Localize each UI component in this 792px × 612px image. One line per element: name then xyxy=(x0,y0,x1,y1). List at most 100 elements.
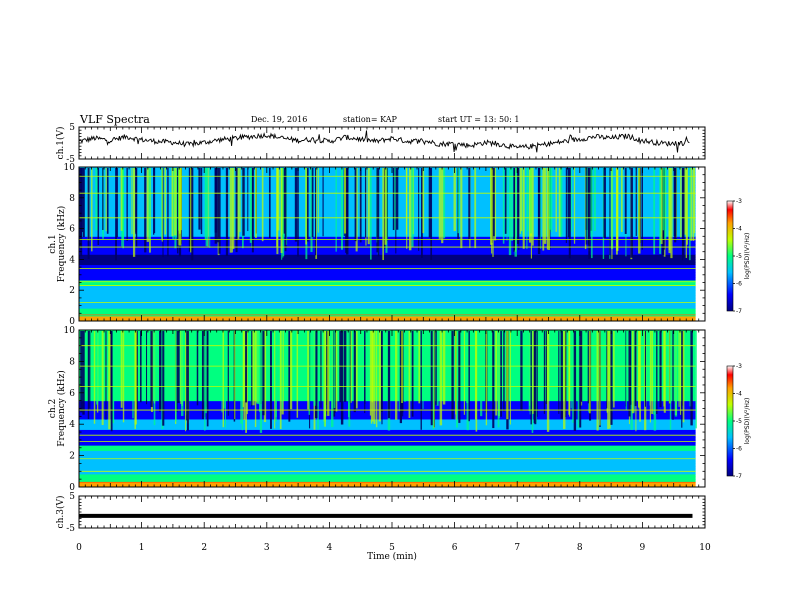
spectrogram-streak xyxy=(609,168,611,256)
spectrogram-band xyxy=(79,290,696,294)
spectrogram-band xyxy=(79,295,696,299)
colorbar-tick-label: -3 xyxy=(736,363,742,370)
spectrogram-band xyxy=(79,377,696,381)
spectrogram-streak xyxy=(456,331,459,428)
spectrogram-streak xyxy=(492,331,495,429)
spectrogram-streak xyxy=(204,168,207,240)
spectrogram-band xyxy=(79,332,696,336)
spectrogram-streak xyxy=(570,331,572,409)
spectrogram-streak xyxy=(480,331,483,417)
spectrogram-streak xyxy=(105,331,107,420)
spectrogram-band xyxy=(79,364,696,368)
spectrogram-streak xyxy=(395,168,397,254)
spectrogram-streak xyxy=(132,331,134,419)
spectrogram-streak xyxy=(112,331,115,423)
spectrogram-streak xyxy=(686,168,689,245)
spectrogram-streak xyxy=(209,168,211,248)
spectrogram-streak xyxy=(631,331,635,414)
spectrogram-streak xyxy=(131,168,133,235)
spectrogram-streak xyxy=(420,168,423,258)
spectrogram-streak xyxy=(95,168,98,231)
spectrogram-streak xyxy=(315,168,318,259)
spectrogram-streak xyxy=(503,331,505,412)
spectrogram-streak xyxy=(227,331,229,416)
spectrogram-streak xyxy=(376,168,378,253)
x-tick-label: 5 xyxy=(389,543,395,553)
spectrogram-streak xyxy=(520,331,523,411)
spectrogram-band xyxy=(79,282,696,286)
y-tick-label: 0 xyxy=(69,483,75,493)
spectrogram-streak xyxy=(180,331,184,416)
spectrogram-streak xyxy=(177,331,180,403)
spectrogram-streak xyxy=(664,168,667,239)
spectrogram-streak xyxy=(205,168,209,247)
spectrogram-band xyxy=(79,379,696,383)
spectrogram-streak xyxy=(506,168,508,241)
spectrogram-band xyxy=(79,292,696,296)
spectrogram-streak xyxy=(468,168,471,240)
spectrogram-streak xyxy=(122,168,125,249)
spectrogram-streak xyxy=(692,168,695,242)
spectrogram-streak xyxy=(101,331,104,425)
colorbar xyxy=(726,200,734,312)
y-tick-label: 5 xyxy=(69,123,75,133)
x-tick-label: 6 xyxy=(452,543,458,553)
spectrogram-streak xyxy=(587,168,589,245)
spectrogram-streak xyxy=(620,168,623,232)
y-axis-label-freq: Frequency (kHz) xyxy=(56,370,67,447)
colorbar xyxy=(726,365,734,477)
spectrogram-streak xyxy=(573,331,577,431)
spectrogram-streak xyxy=(339,331,342,403)
spectrogram-streak xyxy=(159,331,161,412)
spectrogram-streak xyxy=(405,168,408,235)
spectrogram-streak xyxy=(681,331,684,406)
spectrogram-streak xyxy=(578,331,582,428)
spectrogram-streak xyxy=(340,331,344,425)
spectrogram-streak xyxy=(249,168,253,243)
x-tick-label: 3 xyxy=(264,543,270,553)
spectrogram-streak xyxy=(204,331,206,431)
spectrogram-streak xyxy=(206,331,209,427)
spectrogram-streak xyxy=(485,331,488,426)
spectrogram-streak xyxy=(545,331,548,405)
spectrogram-streak xyxy=(628,331,631,417)
spectrogram-streak xyxy=(608,331,611,429)
spectrogram-streak xyxy=(442,331,446,405)
spectrogram-streak xyxy=(517,168,519,244)
spectrogram-band xyxy=(79,426,696,430)
spectrogram-streak xyxy=(256,331,259,405)
spectrogram-streak xyxy=(327,331,330,416)
y-tick-label: 6 xyxy=(69,389,75,399)
spectrogram-streak xyxy=(201,331,204,420)
spectrogram-streak xyxy=(245,331,248,403)
spectrogram-streak xyxy=(630,168,633,258)
spectrogram-streak xyxy=(313,331,316,406)
x-tick-label: 7 xyxy=(514,543,520,553)
spectrogram-streak xyxy=(108,331,111,430)
spectrogram-band xyxy=(79,285,696,289)
spectrogram-streak xyxy=(296,331,299,418)
spectrogram-band xyxy=(79,256,696,260)
spectrogram-streak xyxy=(530,331,532,425)
spectrogram-streak xyxy=(639,331,641,422)
spectrogram-streak xyxy=(322,168,324,237)
spectrogram-streak xyxy=(392,168,395,231)
spectrogram-streak xyxy=(659,168,662,254)
x-tick-label: 8 xyxy=(577,543,583,553)
spectrogram-streak xyxy=(568,168,571,259)
spectrogram-streak xyxy=(174,168,177,236)
spectrogram-streak xyxy=(217,168,219,243)
spectrogram-streak xyxy=(93,331,96,424)
spectrogram-streak xyxy=(110,331,113,432)
spectrogram-streak xyxy=(506,331,509,420)
spectrogram-streak xyxy=(333,331,336,409)
spectrogram-streak xyxy=(369,331,372,416)
colorbar-tick-label: -7 xyxy=(736,308,742,315)
spectrogram-band xyxy=(79,374,696,378)
figure-title: VLF Spectra xyxy=(79,113,150,126)
spectrogram-band xyxy=(79,452,696,457)
spectrogram-band xyxy=(79,350,696,355)
spectrogram-streak xyxy=(682,331,685,423)
colorbar-tick-label: -4 xyxy=(736,391,742,398)
spectrogram-band xyxy=(79,274,696,278)
